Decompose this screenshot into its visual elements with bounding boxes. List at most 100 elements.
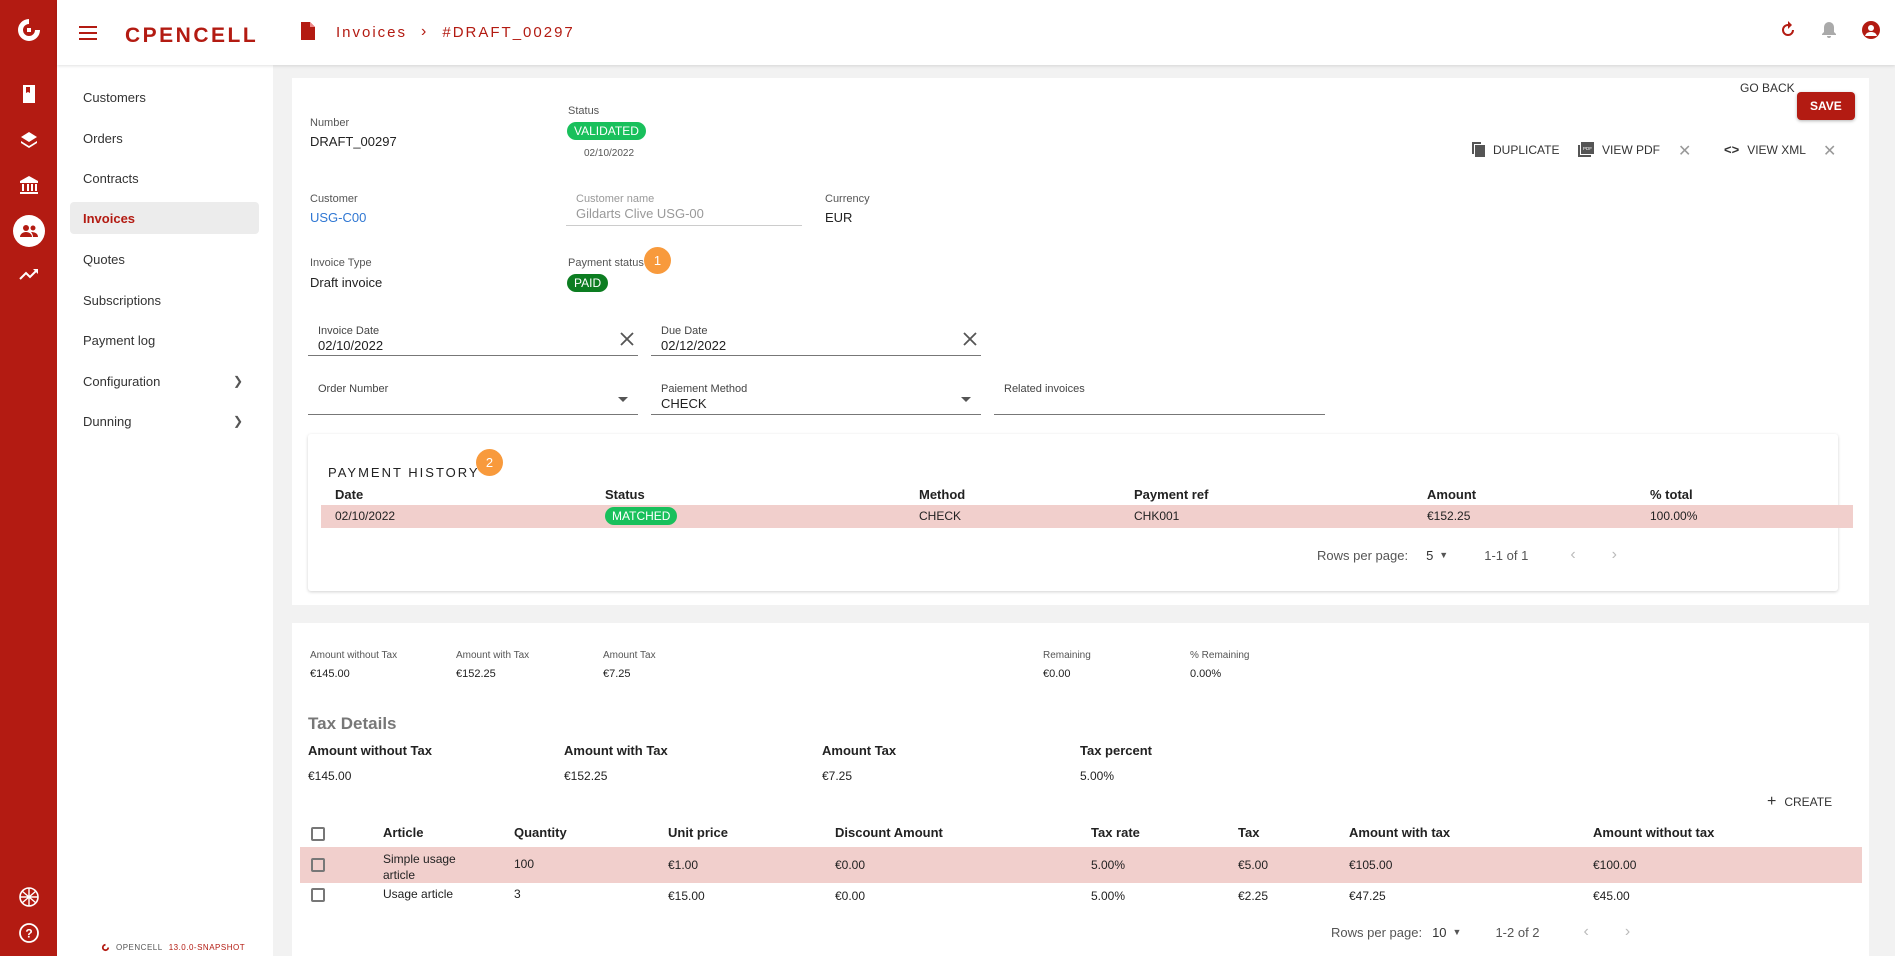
sidebar-item-dunning[interactable]: Dunning ❯ — [70, 405, 259, 437]
view-xml-label: VIEW XML — [1747, 142, 1806, 157]
column-header-discount[interactable]: Discount Amount — [835, 825, 943, 840]
view-xml-button[interactable]: <> VIEW XML — [1724, 142, 1806, 157]
invoice-date-field[interactable]: Invoice Date 02/10/2022 — [308, 320, 638, 356]
layers-icon[interactable] — [0, 131, 57, 149]
app-logo[interactable]: CPENCELL — [125, 24, 259, 47]
rows-per-page-select[interactable]: 10 — [1432, 924, 1447, 940]
chevron-right-icon: ❯ — [232, 374, 243, 388]
clear-icon[interactable] — [963, 332, 977, 346]
column-header-status[interactable]: Status — [605, 487, 645, 502]
due-date-field[interactable]: Due Date 02/12/2022 — [651, 320, 981, 356]
prev-page-icon[interactable]: ‹ — [1583, 923, 1589, 940]
breadcrumb-invoices[interactable]: Invoices — [336, 23, 408, 41]
column-header-unit-price[interactable]: Unit price — [668, 825, 728, 840]
column-header-amount-with-tax[interactable]: Amount with tax — [1349, 825, 1451, 840]
create-button[interactable]: + CREATE — [1767, 793, 1832, 811]
opencell-logo-icon[interactable] — [0, 17, 57, 43]
payment-method-value: CHECK — [661, 396, 707, 411]
customer-link[interactable]: USG-C00 — [310, 210, 367, 225]
table-row[interactable]: Usage article 3 €15.00 €0.00 5.00% €2.25… — [300, 883, 1862, 911]
go-back-button[interactable]: GO BACK — [1740, 81, 1795, 95]
bell-icon[interactable] — [1821, 21, 1837, 42]
dropdown-arrow-icon — [961, 397, 971, 402]
column-header-payment-ref[interactable]: Payment ref — [1134, 487, 1209, 502]
sidebar-item-quotes[interactable]: Quotes — [70, 243, 259, 275]
due-date-label: Due Date — [661, 325, 708, 337]
refresh-icon[interactable] — [1779, 21, 1797, 42]
breadcrumb: Invoices › #DRAFT_00297 — [336, 23, 575, 41]
customers-icon[interactable] — [0, 215, 57, 247]
tax-without-tax-label: Amount without Tax — [308, 743, 432, 758]
number-value: DRAFT_00297 — [310, 134, 397, 149]
help-icon[interactable]: ? — [0, 923, 57, 943]
cell-amount-without-tax: €45.00 — [1593, 889, 1630, 903]
duplicate-button[interactable]: DUPLICATE — [1472, 142, 1559, 157]
language-flag-icon[interactable] — [0, 887, 57, 907]
column-header-tax[interactable]: Tax — [1238, 825, 1260, 840]
number-label: Number — [310, 117, 350, 129]
next-page-icon[interactable]: › — [1611, 546, 1617, 563]
sidebar-item-contracts[interactable]: Contracts — [70, 162, 259, 194]
account-icon[interactable] — [1861, 20, 1881, 43]
column-header-method[interactable]: Method — [919, 487, 966, 502]
copy-icon — [1472, 142, 1485, 157]
book-icon[interactable] — [0, 85, 57, 103]
table-row[interactable]: Simple usage article 100 €1.00 €0.00 5.0… — [300, 847, 1862, 883]
tax-without-tax-value: €145.00 — [308, 769, 352, 783]
clear-icon[interactable] — [620, 332, 634, 346]
column-header-tax-rate[interactable]: Tax rate — [1091, 825, 1140, 840]
dropdown-arrow-icon: ▼ — [1439, 550, 1449, 560]
related-invoices-field[interactable]: Related invoices — [994, 378, 1325, 415]
payment-method-select[interactable]: Paiement Method CHECK — [651, 378, 981, 415]
tax-with-tax-label: Amount with Tax — [564, 743, 668, 758]
cell-method: CHECK — [919, 509, 962, 523]
bank-icon[interactable] — [0, 175, 57, 195]
amount-with-tax-value: €152.25 — [456, 668, 496, 680]
column-header-amount-without-tax[interactable]: Amount without tax — [1593, 825, 1715, 840]
tax-percent-value: 5.00% — [1080, 769, 1115, 783]
column-header-pct-total[interactable]: % total — [1650, 487, 1693, 502]
prev-page-icon[interactable]: ‹ — [1570, 546, 1576, 563]
cell-amount: €152.25 — [1427, 509, 1471, 523]
order-number-select[interactable]: Order Number — [308, 378, 638, 415]
amount-with-tax-label: Amount with Tax — [456, 650, 530, 661]
rows-per-page-label: Rows per page: — [1317, 547, 1409, 563]
column-header-article[interactable]: Article — [383, 825, 424, 840]
sidebar-item-label: Customers — [83, 89, 146, 105]
close-xml-icon[interactable]: ✕ — [1823, 143, 1837, 160]
view-pdf-button[interactable]: PDF VIEW PDF — [1578, 142, 1660, 157]
invoice-card: Number DRAFT_00297 Status VALIDATED 02/1… — [292, 78, 1869, 605]
currency-label: Currency — [825, 193, 870, 205]
sidebar-item-payment-log[interactable]: Payment log — [70, 324, 259, 356]
row-checkbox[interactable] — [311, 858, 325, 872]
cell-date: 02/10/2022 — [335, 509, 396, 523]
column-header-amount[interactable]: Amount — [1427, 487, 1477, 502]
rows-per-page-select[interactable]: 5 — [1426, 547, 1434, 563]
select-all-checkbox[interactable] — [311, 827, 325, 841]
column-header-date[interactable]: Date — [335, 487, 364, 502]
table-row[interactable]: 02/10/2022 MATCHED CHECK CHK001 €152.25 … — [321, 505, 1853, 528]
pct-remaining-value: 0.00% — [1190, 668, 1222, 680]
sidebar-item-customers[interactable]: Customers — [70, 81, 259, 113]
sidebar-item-subscriptions[interactable]: Subscriptions — [70, 284, 259, 316]
sidebar-item-orders[interactable]: Orders — [70, 122, 259, 154]
cell-amount-with-tax: €47.25 — [1349, 889, 1386, 903]
status-badge: VALIDATED — [567, 122, 646, 140]
svg-text:PDF: PDF — [1583, 146, 1592, 151]
sidebar-item-label: Invoices — [83, 210, 136, 226]
sidebar-item-invoices[interactable]: Invoices — [70, 202, 259, 234]
close-pdf-icon[interactable]: ✕ — [1678, 143, 1692, 160]
menu-icon[interactable] — [79, 26, 97, 40]
row-checkbox[interactable] — [311, 888, 325, 902]
sidebar-item-configuration[interactable]: Configuration ❯ — [70, 365, 259, 397]
amount-without-tax-label: Amount without Tax — [310, 650, 398, 661]
column-header-quantity[interactable]: Quantity — [514, 825, 567, 840]
trending-up-icon[interactable] — [0, 268, 57, 280]
next-page-icon[interactable]: › — [1624, 923, 1631, 940]
save-button[interactable]: SAVE — [1797, 92, 1855, 120]
page-range: 1-1 of 1 — [1484, 547, 1529, 563]
app-rail: ? — [0, 0, 57, 956]
payment-status-badge: PAID — [567, 274, 609, 292]
customer-name-field: Customer name Gildarts Clive USG-00 — [566, 188, 802, 226]
sidebar-item-label: Dunning — [83, 413, 132, 429]
